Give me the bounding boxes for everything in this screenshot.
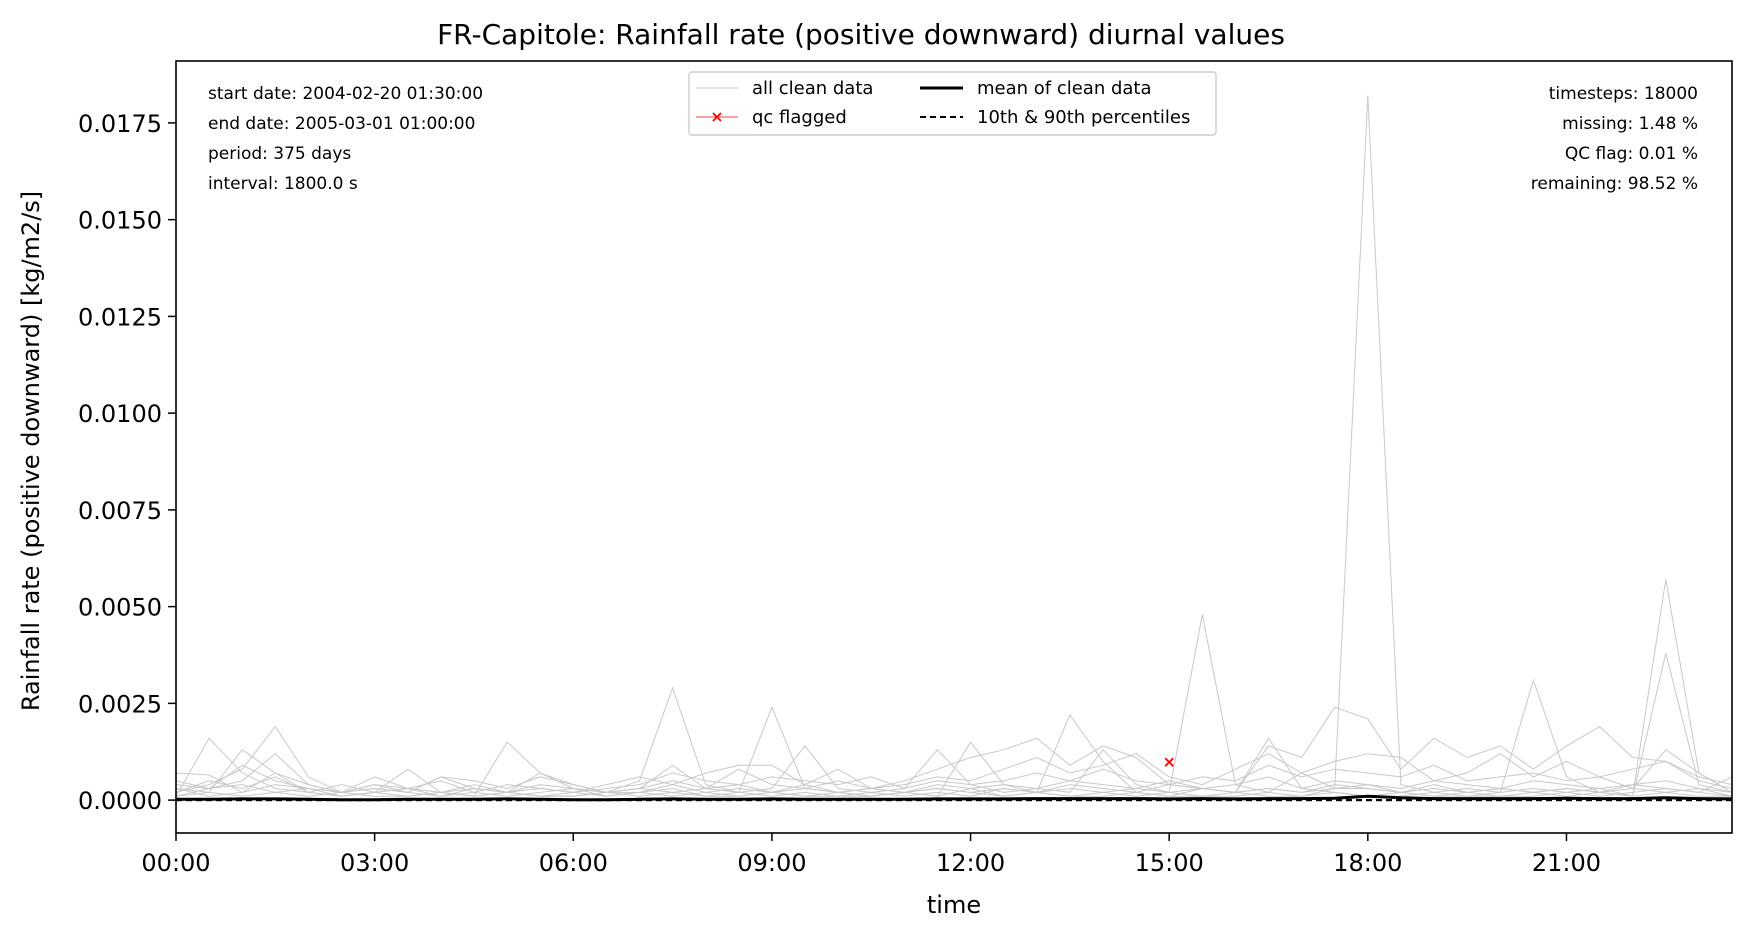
info-right-box: timesteps: 18000 missing: 1.48 % QC flag: …: [1531, 84, 1698, 194]
mean-line: [176, 794, 1732, 802]
legend-qc-marker: [712, 112, 722, 122]
x-tick-label-0: 00:00: [141, 849, 210, 877]
info-left-line-3: interval: 1800.0 s: [208, 174, 358, 194]
plot-frame: [175, 60, 1733, 834]
info-right-line-2: QC flag: 0.01 %: [1565, 144, 1698, 164]
y-tick-label-5: 0.0125: [78, 303, 162, 331]
x-tick-label-4: 12:00: [936, 849, 1005, 877]
y-tick-label-7: 0.0175: [78, 110, 162, 138]
legend-label-clean: all clean data: [752, 78, 873, 99]
y-tick-label-2: 0.0050: [78, 594, 162, 622]
clean-data-line-2: [176, 652, 1732, 797]
plot-lines: [176, 95, 1732, 802]
plot-clipped-group: [176, 95, 1732, 802]
legend-label-qc: qc flagged: [752, 107, 847, 128]
info-left-line-2: period: 375 days: [208, 144, 351, 164]
qc-flag-marker-0: [1164, 757, 1174, 767]
legend-label-mean: mean of clean data: [977, 78, 1152, 99]
x-tick-label-7: 21:00: [1532, 849, 1601, 877]
y-tick-label-4: 0.0100: [78, 400, 162, 428]
clean-data-line-9: [176, 776, 1732, 793]
y-tick-label-6: 0.0150: [78, 207, 162, 235]
y-tick-label-0: 0.0000: [78, 787, 162, 815]
info-left-line-0: start date: 2004-02-20 01:30:00: [208, 84, 483, 104]
x-tick-label-1: 03:00: [340, 849, 409, 877]
legend-label-percentiles: 10th & 90th percentiles: [977, 107, 1190, 128]
legend: all clean data mean of clean data qc fla…: [688, 71, 1217, 136]
plot-axes: 00:00 03:00 06:00 09:00 12:00 15:00 18:00 21:00…: [78, 60, 1733, 877]
qc-flag-stroke-b: [1164, 757, 1174, 767]
clean-data-line-0: [176, 772, 1732, 797]
info-right-line-3: remaining: 98.52 %: [1531, 174, 1698, 194]
x-tick-label-3: 09:00: [737, 849, 806, 877]
y-tick-label-1: 0.0025: [78, 690, 162, 718]
clean-data-line-7: [176, 776, 1732, 797]
info-right-line-1: missing: 1.48 %: [1562, 114, 1698, 134]
x-tick-label-6: 18:00: [1333, 849, 1402, 877]
legend-frame: [688, 71, 1217, 136]
x-tick-label-2: 06:00: [539, 849, 608, 877]
chart-title: FR-Capitole: Rainfall rate (positive dow…: [437, 18, 1285, 51]
x-tick-label-5: 15:00: [1135, 849, 1204, 877]
info-left-box: start date: 2004-02-20 01:30:00 end date:…: [208, 84, 483, 194]
x-axis-label: time: [927, 891, 981, 919]
y-tick-label-3: 0.0075: [78, 497, 162, 525]
clean-data-line-6: [176, 760, 1732, 793]
clean-data-line-5: [176, 749, 1732, 793]
y-axis-label: Rainfall rate (positive downward) [kg/m2…: [17, 191, 45, 711]
info-left-line-1: end date: 2005-03-01 01:00:00: [208, 114, 475, 134]
info-right-line-0: timesteps: 18000: [1549, 84, 1698, 104]
